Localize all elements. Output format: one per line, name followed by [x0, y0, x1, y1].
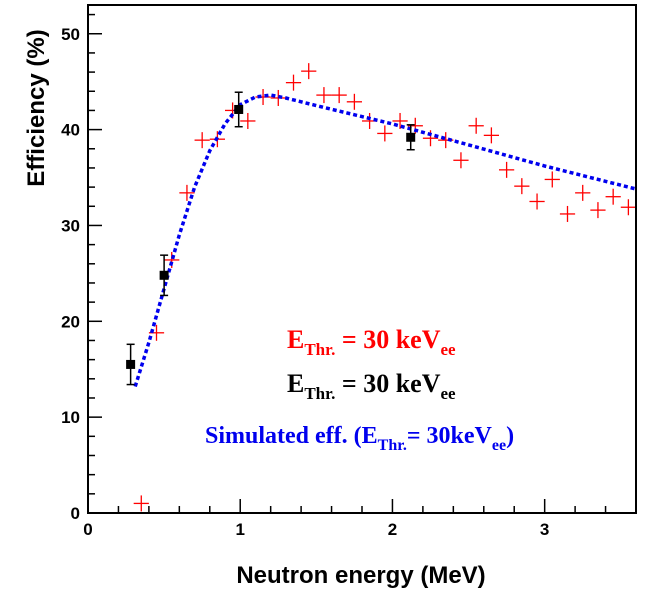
- y-tick-label: 0: [71, 504, 80, 523]
- series-layer: [126, 63, 637, 512]
- square-marker: [126, 359, 136, 369]
- y-tick-label: 20: [61, 312, 80, 331]
- black-square-point: [234, 91, 244, 128]
- red-cross-point: [499, 161, 515, 178]
- legend-entry: EThr. = 30 keVee: [287, 325, 456, 359]
- red-cross-point: [194, 132, 210, 149]
- square-marker: [159, 270, 169, 280]
- red-cross-point: [392, 112, 408, 129]
- red-cross-point: [468, 117, 484, 134]
- x-tick-label: 0: [83, 520, 92, 539]
- x-tick-label: 1: [235, 520, 244, 539]
- legend-entry: EThr. = 30 keVee: [287, 369, 456, 403]
- x-tick-label: 3: [540, 520, 549, 539]
- legend-mid: = 30keV: [407, 423, 493, 449]
- legend-main: E: [287, 325, 304, 354]
- red-cross-point: [301, 63, 317, 80]
- red-cross-point: [544, 171, 560, 188]
- red-cross-point: [559, 205, 576, 222]
- red-cross-point: [377, 125, 393, 142]
- black-square-point: [406, 124, 416, 151]
- legend-sub2: ee: [440, 384, 456, 403]
- legend-sub2: ee: [440, 340, 456, 359]
- x-axis-title: Neutron energy (MeV): [236, 562, 485, 589]
- legend-end: ): [506, 423, 514, 449]
- red-cross-point: [346, 93, 362, 110]
- legend-sub: Thr.: [304, 340, 335, 359]
- red-cross-point: [590, 202, 606, 219]
- y-tick-label: 10: [61, 408, 80, 427]
- legend-main: E: [287, 369, 304, 398]
- red-cross-point: [514, 178, 530, 195]
- y-axis-title: Efficiency (%): [23, 29, 50, 186]
- legend-sub2: ee: [492, 437, 506, 454]
- legend-sub: Thr.: [304, 384, 335, 403]
- red-cross-point: [316, 87, 332, 104]
- black-square-point: [126, 343, 136, 386]
- red-cross-point: [453, 152, 469, 169]
- red-cross-point: [133, 495, 149, 512]
- legend-mid: = 30 keV: [335, 325, 440, 354]
- red-cross-point: [575, 184, 591, 201]
- y-tick-label: 40: [61, 121, 80, 140]
- black-square-point: [159, 254, 169, 297]
- legend-mid: = 30 keV: [335, 369, 440, 398]
- legend-sub: Thr.: [378, 437, 407, 454]
- square-marker: [406, 132, 416, 142]
- square-marker: [234, 104, 244, 114]
- red-cross-point: [605, 188, 621, 205]
- red-cross-point: [529, 193, 545, 210]
- red-cross-point: [240, 112, 256, 129]
- red-cross-point: [620, 199, 636, 216]
- red-cross-point: [179, 184, 195, 201]
- red-cross-point: [483, 127, 499, 144]
- red-cross-point: [285, 74, 302, 91]
- y-tick-label: 50: [61, 25, 80, 44]
- simulated-curve: [133, 93, 637, 388]
- x-tick-label: 2: [388, 520, 397, 539]
- legend-main: Simulated eff. (E: [205, 423, 378, 449]
- y-tick-label: 30: [61, 216, 80, 235]
- red-cross-point: [331, 87, 347, 104]
- legend-entry: Simulated eff. (EThr.= 30keVee): [205, 423, 514, 454]
